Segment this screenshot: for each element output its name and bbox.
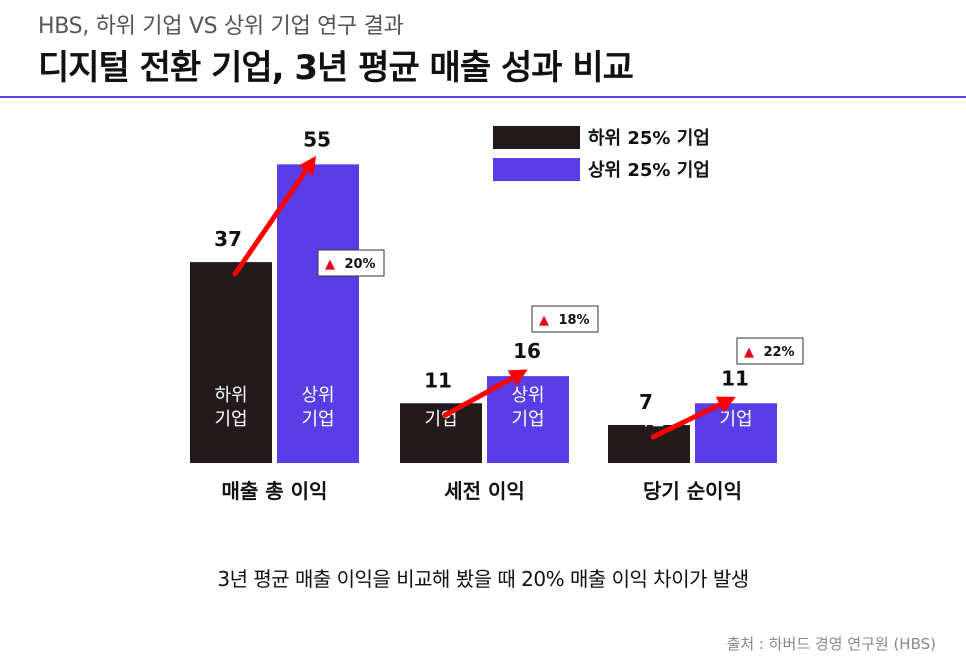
value-label-lower: 7 bbox=[639, 390, 653, 414]
category-label: 당기 순이익 bbox=[643, 479, 742, 503]
legend-swatch bbox=[493, 158, 580, 181]
value-label-upper: 11 bbox=[721, 366, 749, 390]
bar-inner-label: 기업 bbox=[511, 409, 544, 430]
growth-percent-label: 20% bbox=[344, 257, 375, 272]
growth-callout-box bbox=[531, 305, 599, 333]
value-label-lower: 11 bbox=[424, 368, 452, 392]
bar-upper bbox=[487, 376, 569, 463]
bar-inner-label: 기업 bbox=[301, 409, 334, 430]
growth-up-icon: ▲ bbox=[325, 257, 335, 272]
value-label-upper: 16 bbox=[513, 339, 541, 363]
category-label: 세전 이익 bbox=[444, 479, 525, 503]
bar-inner-label: 하위 bbox=[214, 385, 247, 406]
bar-inner-label: 하위 bbox=[632, 385, 665, 406]
bar-inner-label: 하위 bbox=[424, 385, 457, 406]
growth-arrow bbox=[650, 396, 736, 440]
growth-up-icon: ▲ bbox=[539, 313, 549, 328]
value-label-upper: 55 bbox=[303, 127, 331, 151]
growth-arrow bbox=[442, 369, 528, 418]
bar-upper bbox=[695, 403, 777, 463]
growth-callout-box bbox=[317, 249, 385, 277]
bar-upper bbox=[277, 164, 359, 463]
source-note: 출처 : 하버드 경영 연구원 (HBS) bbox=[726, 635, 936, 653]
growth-callout-box bbox=[736, 337, 804, 365]
title-divider bbox=[0, 96, 966, 98]
bar-lower bbox=[608, 424, 690, 463]
chart-subtitle: HBS, 하위 기업 VS 상위 기업 연구 결과 bbox=[38, 14, 404, 39]
category-label: 매출 총 이익 bbox=[222, 479, 328, 503]
growth-up-icon: ▲ bbox=[744, 345, 754, 360]
bar-inner-label: 기업 bbox=[632, 409, 665, 430]
growth-percent-label: 18% bbox=[558, 313, 589, 328]
legend-label: 상위 25% 기업 bbox=[588, 160, 710, 181]
growth-percent-label: 22% bbox=[763, 345, 794, 360]
bar-inner-label: 기업 bbox=[214, 409, 247, 430]
bar-inner-label: 상위 bbox=[511, 385, 544, 406]
bar-inner-label: 기업 bbox=[719, 409, 752, 430]
legend-label: 하위 25% 기업 bbox=[588, 128, 710, 149]
legend-swatch bbox=[493, 126, 580, 149]
value-label-lower: 37 bbox=[214, 227, 242, 251]
chart-title: 디지털 전환 기업, 3년 평균 매출 성과 비교 bbox=[38, 48, 634, 88]
growth-arrow bbox=[232, 155, 317, 277]
bar-lower bbox=[400, 403, 482, 463]
bar-inner-label: 상위 bbox=[301, 385, 334, 406]
chart-summary: 3년 평균 매출 이익을 비교해 봤을 때 20% 매출 이익 차이가 발생 bbox=[217, 567, 749, 591]
bar-lower bbox=[190, 262, 272, 463]
